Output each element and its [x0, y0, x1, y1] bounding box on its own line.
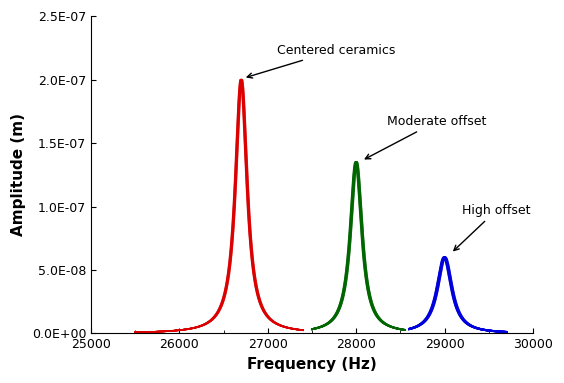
- Text: High offset: High offset: [454, 204, 531, 250]
- Text: Centered ceramics: Centered ceramics: [247, 44, 395, 78]
- Text: Moderate offset: Moderate offset: [365, 115, 487, 159]
- X-axis label: Frequency (Hz): Frequency (Hz): [247, 357, 377, 372]
- Y-axis label: Amplitude (m): Amplitude (m): [11, 113, 26, 236]
